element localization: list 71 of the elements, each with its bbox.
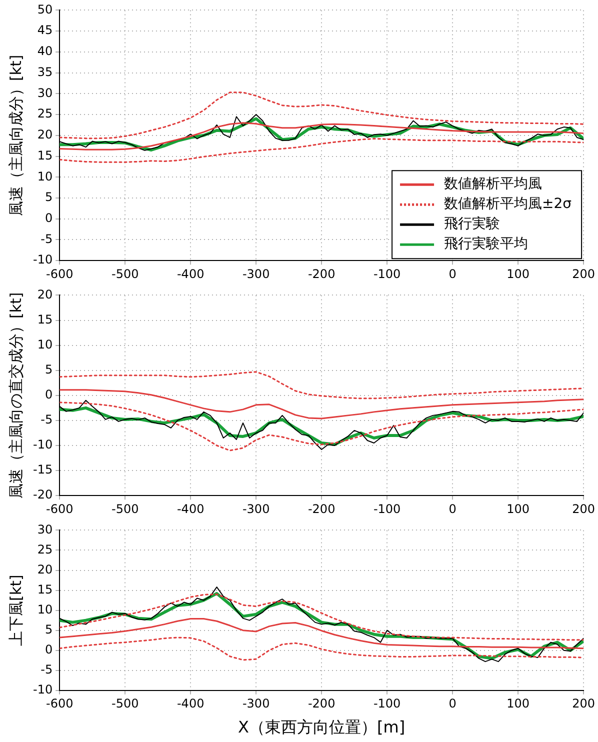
x-tick-label: 0 xyxy=(448,502,456,516)
y-tick-label: 15 xyxy=(37,582,53,596)
y-tick-label: 5 xyxy=(44,362,53,376)
x-tick-label: -500 xyxy=(111,502,139,516)
x-tick-label: -200 xyxy=(308,696,336,711)
y-axis-title: 風速（主風向の直交成分）[kt] xyxy=(6,292,25,499)
x-tick-label: -200 xyxy=(308,266,336,281)
y-tick-label: 5 xyxy=(44,190,53,204)
line-series xyxy=(60,371,584,400)
y-tick-label: 50 xyxy=(37,2,53,16)
line-series xyxy=(60,594,584,641)
x-tick-label: 200 xyxy=(572,502,595,516)
y-tick-label: 20 xyxy=(37,287,53,302)
x-tick-label: -500 xyxy=(111,266,139,281)
y-tick-label: -10 xyxy=(32,682,53,697)
y-tick-label: 40 xyxy=(37,44,53,58)
line-series xyxy=(60,138,584,163)
y-axis-title: 風速（主風向成分）[kt] xyxy=(6,54,25,216)
y-tick-label: 25 xyxy=(37,542,53,556)
x-tick-label: 0 xyxy=(448,696,456,711)
x-tick-label: 200 xyxy=(572,266,595,281)
y-tick-label: 10 xyxy=(37,169,53,184)
x-tick-label: -300 xyxy=(242,502,270,516)
y-tick-label: 25 xyxy=(37,106,53,121)
line-series xyxy=(60,636,584,661)
x-tick-label: -100 xyxy=(373,696,401,711)
x-tick-label: -600 xyxy=(46,696,74,711)
x-tick-label: -100 xyxy=(373,502,401,516)
legend-label: 数値解析平均風±2σ xyxy=(444,196,572,212)
y-tick-label: 15 xyxy=(37,312,53,326)
x-tick-label: 100 xyxy=(506,696,530,711)
x-tick-label: -600 xyxy=(46,502,74,516)
y-tick-label: 15 xyxy=(37,148,53,162)
y-tick-label: 10 xyxy=(37,337,53,352)
y-tick-label: 30 xyxy=(37,522,53,536)
x-tick-label: -400 xyxy=(176,502,204,516)
x-tick-label: -400 xyxy=(176,266,204,281)
y-tick-label: -5 xyxy=(40,412,53,427)
x-tick-label: 200 xyxy=(572,696,595,711)
line-series xyxy=(60,92,584,140)
y-tick-label: 0 xyxy=(44,388,53,402)
y-tick-label: -20 xyxy=(32,488,53,502)
legend-label: 飛行実験 xyxy=(444,216,500,232)
x-axis-title: X（東西方向位置）[m] xyxy=(238,718,406,737)
y-tick-label: -10 xyxy=(32,438,53,452)
y-tick-label: -5 xyxy=(40,232,53,246)
y-tick-label: -15 xyxy=(32,462,53,477)
x-tick-label: -500 xyxy=(111,696,139,711)
x-tick-label: -300 xyxy=(242,266,270,281)
legend-label: 飛行実験平均 xyxy=(444,236,528,252)
y-tick-label: 0 xyxy=(44,210,53,225)
x-tick-label: 0 xyxy=(448,266,456,281)
y-tick-label: 10 xyxy=(37,602,53,616)
x-tick-label: -100 xyxy=(373,266,401,281)
y-tick-label: -10 xyxy=(32,252,53,267)
x-tick-label: 100 xyxy=(506,502,530,516)
y-tick-label: 20 xyxy=(37,562,53,576)
y-tick-label: -5 xyxy=(40,662,53,676)
x-tick-label: -400 xyxy=(176,696,204,711)
y-tick-label: 20 xyxy=(37,128,53,142)
x-tick-label: -600 xyxy=(46,266,74,281)
y-tick-label: 35 xyxy=(37,64,53,79)
x-tick-label: -200 xyxy=(308,502,336,516)
y-tick-label: 30 xyxy=(37,86,53,100)
y-tick-label: 0 xyxy=(44,642,53,656)
y-tick-label: 5 xyxy=(44,622,53,636)
x-tick-label: -300 xyxy=(242,696,270,711)
x-tick-label: 100 xyxy=(506,266,530,281)
y-tick-label: 45 xyxy=(37,23,53,38)
legend-label: 数値解析平均風 xyxy=(444,176,542,192)
y-axis-title: 上下風[kt] xyxy=(6,574,25,646)
